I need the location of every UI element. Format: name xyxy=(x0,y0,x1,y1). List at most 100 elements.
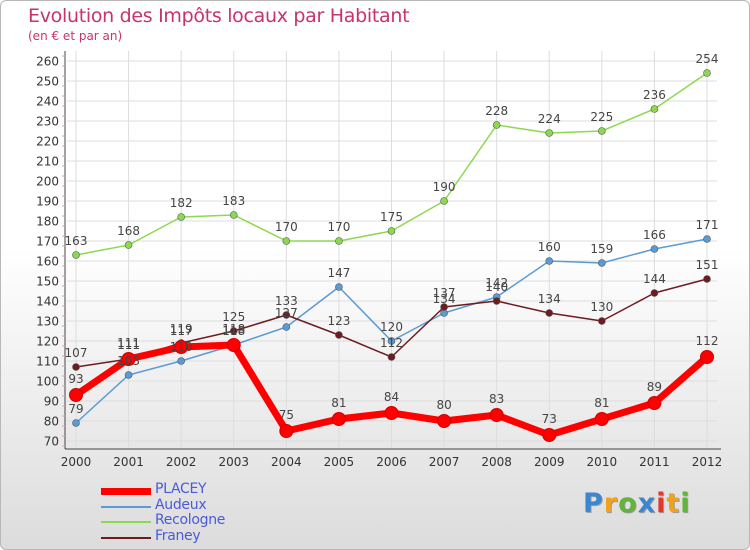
data-label-placey: 83 xyxy=(489,392,504,406)
x-tick-label: 2003 xyxy=(218,455,249,469)
y-tick-label: 120 xyxy=(36,335,59,349)
grid-lines xyxy=(67,51,717,448)
data-label-audeux: 160 xyxy=(538,240,561,254)
legend-swatch xyxy=(101,521,151,523)
data-label-recologne: 183 xyxy=(222,194,245,208)
logo-letter: i xyxy=(656,488,667,519)
data-point-audeux xyxy=(72,419,80,427)
logo-letter: o xyxy=(618,488,638,519)
x-tick-label: 2011 xyxy=(639,455,670,469)
data-point-franey xyxy=(598,317,606,325)
data-label-audeux: 127 xyxy=(275,306,298,320)
y-tick-label: 250 xyxy=(36,75,59,89)
data-point-franey xyxy=(282,311,291,319)
y-tick-label: 170 xyxy=(36,235,59,249)
data-label-recologne: 190 xyxy=(433,180,456,194)
y-tick-label: 70 xyxy=(44,435,59,449)
legend-label: Audeux xyxy=(155,496,207,513)
x-tick-label: 2010 xyxy=(587,455,618,469)
y-tick-labels: 70 80 90 100 110 120 130 140 150 160 170 180 190 200 2… xyxy=(36,55,59,449)
data-label-franey: 125 xyxy=(222,310,245,324)
data-label-franey: 112 xyxy=(380,336,403,350)
data-point-placey xyxy=(542,428,557,442)
legend-swatch xyxy=(101,487,151,495)
x-tick-label: 2005 xyxy=(324,455,355,469)
data-point-audeux xyxy=(335,283,343,291)
logo-letter: i xyxy=(680,488,691,519)
data-point-placey xyxy=(437,414,452,428)
y-tick-label: 260 xyxy=(36,55,59,69)
data-point-franey xyxy=(335,331,343,339)
data-label-placey: 80 xyxy=(436,398,451,412)
y-tick-label: 100 xyxy=(36,375,59,389)
legend-swatch xyxy=(101,536,151,539)
data-label-audeux: 103 xyxy=(117,354,140,368)
data-point-franey xyxy=(72,363,80,371)
data-label-franey: 137 xyxy=(433,286,456,300)
chart-subtitle: (en € et par an) xyxy=(28,29,123,43)
data-point-placey xyxy=(226,338,241,352)
x-tick-label: 2006 xyxy=(376,455,407,469)
data-label-placey: 117 xyxy=(170,324,193,338)
y-tick-label: 140 xyxy=(36,295,59,309)
data-label-recologne: 254 xyxy=(696,52,719,66)
chart-title: Evolution des Impôts locaux par Habitant xyxy=(28,5,410,27)
y-tick-label: 130 xyxy=(36,315,59,329)
data-label-franey: 119 xyxy=(170,322,193,336)
data-point-audeux xyxy=(282,323,291,331)
axes xyxy=(62,51,721,450)
data-point-recologne xyxy=(72,251,80,259)
data-point-audeux xyxy=(124,371,133,379)
logo-letter: P xyxy=(583,488,604,519)
data-label-audeux: 171 xyxy=(696,218,719,232)
data-label-recologne: 228 xyxy=(485,104,508,118)
data-label-audeux: 166 xyxy=(643,228,666,242)
logo-letter: x xyxy=(637,488,657,519)
data-point-recologne xyxy=(545,129,554,137)
data-label-recologne: 236 xyxy=(643,88,666,102)
y-tick-label: 230 xyxy=(36,115,59,129)
legend-swatch xyxy=(101,505,151,508)
x-tick-label: 2001 xyxy=(113,455,144,469)
series-lines xyxy=(69,69,714,442)
data-label-franey: 123 xyxy=(327,314,350,328)
data-point-audeux xyxy=(177,357,185,365)
data-label-audeux: 159 xyxy=(590,242,613,256)
data-label-franey: 140 xyxy=(485,280,508,294)
data-label-audeux: 120 xyxy=(380,320,403,334)
data-label-franey: 144 xyxy=(643,272,666,286)
proxiti-logo: Proxiti xyxy=(583,488,691,519)
data-point-placey xyxy=(121,352,136,366)
logo-letter: r xyxy=(603,488,619,519)
data-label-placey: 84 xyxy=(384,390,399,404)
data-point-recologne xyxy=(440,197,448,205)
data-label-franey: 133 xyxy=(275,294,298,308)
data-label-audeux: 134 xyxy=(433,292,456,306)
data-label-placey: 118 xyxy=(222,322,245,336)
y-tick-label: 110 xyxy=(36,355,59,369)
data-label-franey: 111 xyxy=(117,338,140,352)
data-label-recologne: 225 xyxy=(590,110,613,124)
x-tick-label: 2000 xyxy=(61,455,92,469)
data-labels: 163 168 182 183 170 170 175 190 228 224 225 236 254 7… xyxy=(65,52,719,426)
x-tick-label: 2004 xyxy=(271,455,302,469)
data-point-placey xyxy=(647,396,662,410)
data-point-placey xyxy=(700,350,714,364)
data-label-placey: 93 xyxy=(68,372,83,386)
data-point-recologne xyxy=(124,241,133,249)
x-tick-labels: 2000 2001 2002 2003 2004 2005 2006 2007 2008 2009… xyxy=(61,455,723,469)
y-tick-label: 180 xyxy=(36,215,59,229)
data-point-franey xyxy=(545,309,554,317)
y-tick-label: 160 xyxy=(36,255,59,269)
data-point-recologne xyxy=(282,237,291,245)
x-tick-label: 2012 xyxy=(692,455,723,469)
data-point-placey xyxy=(69,388,83,402)
data-point-franey xyxy=(440,303,448,311)
data-label-placey: 75 xyxy=(279,408,294,422)
data-point-audeux xyxy=(650,245,659,253)
x-tick-label: 2002 xyxy=(166,455,197,469)
data-point-franey xyxy=(229,327,238,335)
data-label-franey: 130 xyxy=(590,300,613,314)
data-label-placey: 89 xyxy=(647,380,662,394)
